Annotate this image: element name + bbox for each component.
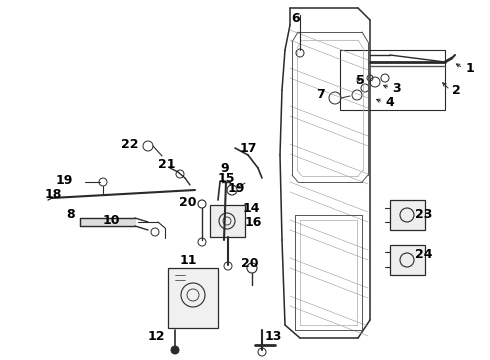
Text: 15: 15	[218, 171, 236, 184]
Bar	[210, 205, 245, 237]
Text: 19: 19	[56, 174, 73, 186]
Bar	[390, 245, 425, 275]
Text: 2: 2	[452, 84, 461, 96]
Polygon shape	[80, 218, 135, 226]
Text: 1: 1	[466, 62, 475, 75]
Text: 13: 13	[265, 329, 282, 342]
Text: 21: 21	[157, 158, 175, 171]
Text: 20: 20	[241, 257, 259, 270]
Text: 4: 4	[385, 95, 394, 108]
Text: 7: 7	[316, 89, 325, 102]
Text: 17: 17	[240, 141, 258, 154]
Circle shape	[171, 346, 179, 354]
Text: 5: 5	[356, 73, 365, 86]
Bar	[390, 200, 425, 230]
Bar	[168, 268, 218, 328]
Text: 23: 23	[415, 208, 432, 221]
Text: 12: 12	[147, 329, 165, 342]
Text: 18: 18	[45, 189, 62, 202]
Text: 8: 8	[66, 207, 75, 220]
Text: 9: 9	[220, 162, 229, 175]
Text: 10: 10	[102, 213, 120, 226]
Text: 24: 24	[415, 248, 433, 261]
Text: 14: 14	[243, 202, 261, 215]
Bar	[340, 50, 445, 110]
Text: 16: 16	[245, 216, 262, 229]
Text: 22: 22	[121, 139, 138, 152]
Text: 20: 20	[178, 195, 196, 208]
Text: 3: 3	[392, 81, 401, 94]
Text: 19: 19	[228, 181, 245, 194]
Text: 11: 11	[179, 254, 197, 267]
Text: 6: 6	[292, 12, 300, 25]
